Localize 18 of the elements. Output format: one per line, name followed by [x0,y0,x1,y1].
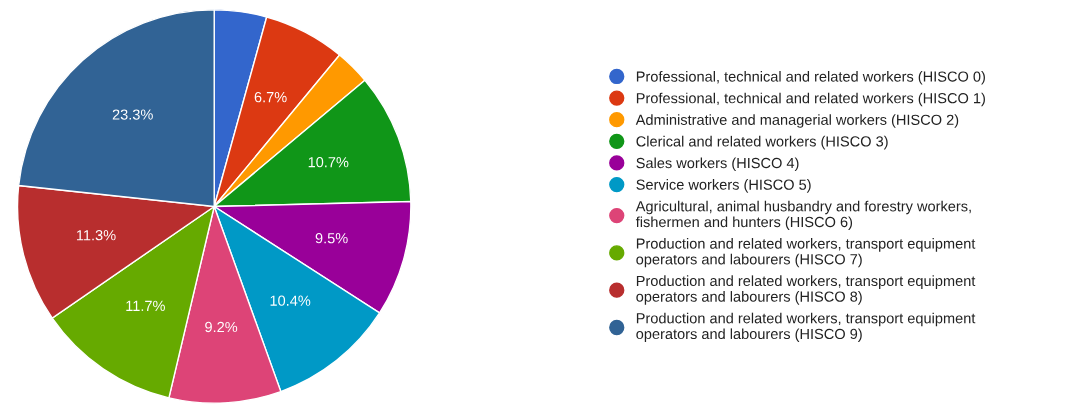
data-label: 10.7% [308,156,349,168]
data-label: 9.2% [205,321,238,333]
data-label: 11.3% [76,230,116,241]
data-label: 23.3% [112,109,153,120]
data-label: 10.4% [270,295,311,306]
data-label: 11.7% [126,300,165,311]
legend-label: Service workers (HISCO 5) [636,179,811,193]
data-label: 6.7% [254,91,287,103]
legend-label: Production and related workers, transport equipment operators and labourers (HISCO 8) [636,275,976,305]
legend-label: Clerical and related workers (HISCO 3) [636,135,888,150]
legend-label: Sales workers (HISCO 4) [636,157,799,172]
legend-label: Administrative and managerial workers (HISCO 2) [635,114,959,128]
legend-label: Production and related workers, transport equipment operators and labourers (HISCO 9) [636,312,976,342]
legend-label: Professional, technical and related workers (HISCO 1) [636,92,985,107]
legend-label: Agricultural, animal husbandry and forestry workers, fishermen and hunters (HISCO 6) [635,200,971,231]
data-label: 9.5% [315,233,348,244]
legend-label: Production and related workers, transport equipment operators and labourers (HISCO 7) [636,238,976,268]
legend-label: Professional, technical and related workers (HISCO 0) [636,71,985,85]
